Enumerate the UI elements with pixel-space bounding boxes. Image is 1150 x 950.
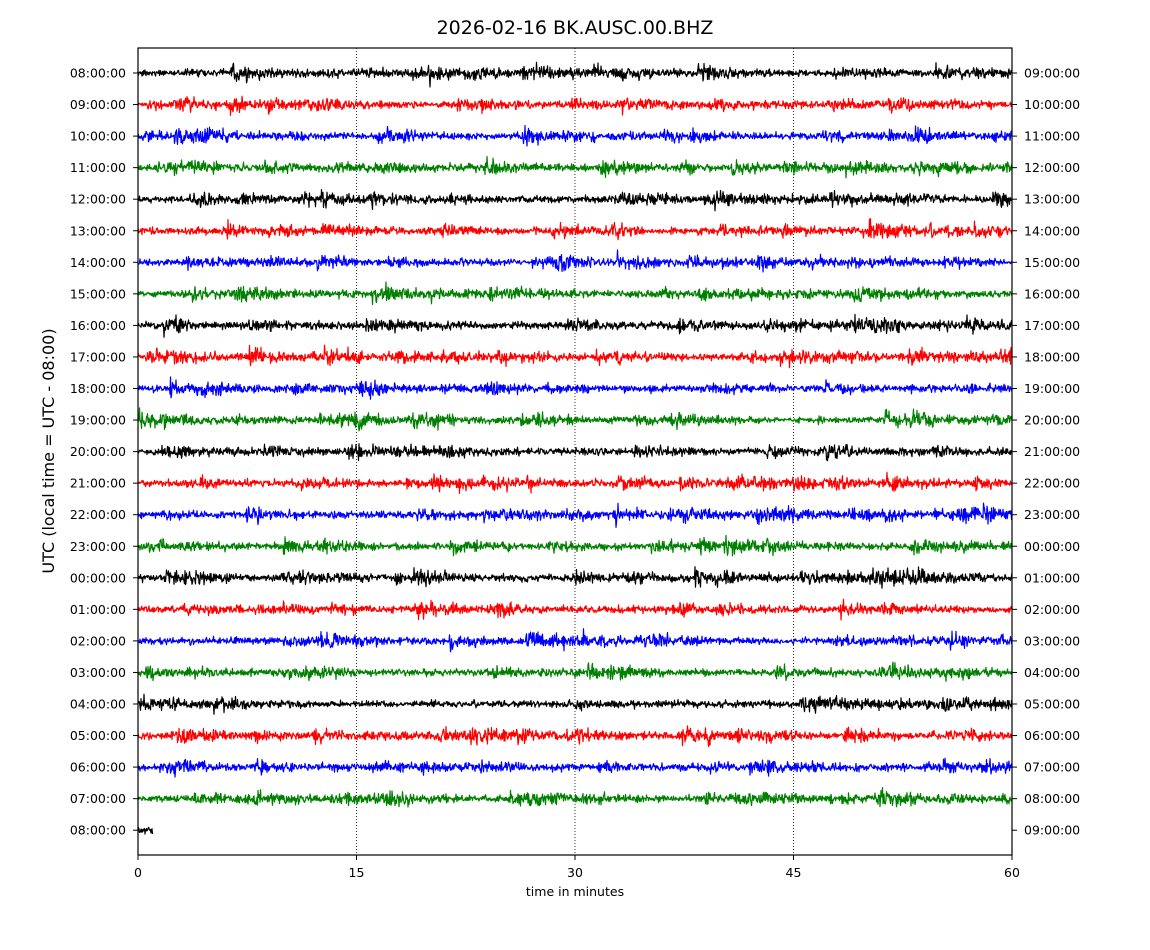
y-tick-label-utc: 06:00:00 [70,760,126,775]
seismic-traces [137,61,1013,835]
seismic-trace [137,693,1013,715]
y-tick-label-utc: 22:00:00 [70,507,126,522]
seismic-trace [137,826,154,835]
x-tick-label: 45 [786,865,802,880]
y-tick-label-utc: 19:00:00 [70,413,126,428]
y-tick-label-utc: 10:00:00 [70,129,126,144]
y-tick-label-utc: 14:00:00 [70,255,126,270]
y-tick-label-local: 09:00:00 [1024,823,1080,838]
x-tick-label: 60 [1004,865,1020,880]
y-tick-label-local: 08:00:00 [1024,791,1080,806]
y-tick-label-utc: 09:00:00 [70,97,126,112]
y-tick-label-local: 07:00:00 [1024,760,1080,775]
seismic-trace [137,502,1013,528]
seismic-trace [137,661,1013,682]
seismic-trace [137,407,1013,432]
x-tick-label: 0 [134,865,142,880]
seismic-trace [137,124,1013,147]
y-tick-label-local: 02:00:00 [1024,602,1080,617]
seismic-trace [137,313,1013,338]
y-tick-label-utc: 01:00:00 [70,602,126,617]
seismic-trace [137,534,1013,557]
seismic-trace [137,249,1013,273]
y-tick-label-utc: 18:00:00 [70,381,126,396]
y-tick-label-local: 01:00:00 [1024,570,1080,585]
seismic-trace [137,628,1013,653]
y-tick-label-utc: 16:00:00 [70,318,126,333]
y-tick-label-local: 20:00:00 [1024,413,1080,428]
y-tick-label-local: 12:00:00 [1024,160,1080,175]
x-tick-label: 15 [349,865,365,880]
seismic-trace [137,757,1013,778]
y-tick-label-utc: 02:00:00 [70,633,126,648]
seismic-trace [137,344,1013,369]
y-tick-label-local: 23:00:00 [1024,507,1080,522]
seismic-trace [137,443,1013,462]
y-tick-label-local: 09:00:00 [1024,66,1080,81]
seismic-trace [137,155,1013,179]
y-tick-label-utc: 23:00:00 [70,539,126,554]
y-tick-label-local: 16:00:00 [1024,286,1080,301]
y-tick-label-utc: 11:00:00 [70,160,126,175]
seismic-trace [137,598,1013,621]
y-tick-label-utc: 20:00:00 [70,444,126,459]
seismic-trace [137,281,1013,306]
seismic-trace [137,566,1013,589]
y-tick-label-local: 21:00:00 [1024,444,1080,459]
y-tick-label-local: 14:00:00 [1024,223,1080,238]
x-axis-label: time in minutes [526,884,624,899]
y-tick-label-local: 05:00:00 [1024,697,1080,712]
y-tick-label-utc: 03:00:00 [70,665,126,680]
y-tick-label-local: 06:00:00 [1024,728,1080,743]
y-tick-label-local: 22:00:00 [1024,476,1080,491]
y-tick-label-local: 19:00:00 [1024,381,1080,396]
y-tick-label-utc: 15:00:00 [70,286,126,301]
y-tick-label-utc: 08:00:00 [70,66,126,81]
seismic-trace [137,376,1013,400]
x-tick-label: 30 [567,865,583,880]
seismic-trace [137,61,1013,88]
y-tick-label-local: 03:00:00 [1024,633,1080,648]
y-tick-label-utc: 13:00:00 [70,223,126,238]
y-tick-label-utc: 08:00:00 [70,823,126,838]
y-tick-label-local: 17:00:00 [1024,318,1080,333]
y-tick-label-utc: 17:00:00 [70,349,126,364]
y-tick-label-utc: 05:00:00 [70,728,126,743]
y-axis-label: UTC (local time = UTC - 08:00) [39,328,58,573]
y-tick-label-local: 15:00:00 [1024,255,1080,270]
y-tick-label-local: 11:00:00 [1024,129,1080,144]
y-tick-label-local: 18:00:00 [1024,349,1080,364]
y-tick-label-local: 00:00:00 [1024,539,1080,554]
grid-lines [356,48,794,855]
y-tick-label-local: 04:00:00 [1024,665,1080,680]
y-tick-label-utc: 00:00:00 [70,570,126,585]
y-tick-label-local: 13:00:00 [1024,192,1080,207]
seismic-trace [137,95,1013,116]
seismic-trace [137,218,1013,241]
y-tick-label-utc: 12:00:00 [70,192,126,207]
y-tick-label-utc: 04:00:00 [70,697,126,712]
y-tick-label-utc: 21:00:00 [70,476,126,491]
y-tick-label-utc: 07:00:00 [70,791,126,806]
axis-ticks: 0 15 30 45 60 08:00:00 09:00:00 09:00:00 10:00:0… [70,66,1080,881]
y-tick-label-local: 10:00:00 [1024,97,1080,112]
chart-title: 2026-02-16 BK.AUSC.00.BHZ [437,17,714,39]
seismic-trace [137,471,1013,495]
seismic-trace [137,189,1013,212]
seismic-trace [137,787,1013,808]
seismic-trace [137,725,1013,748]
